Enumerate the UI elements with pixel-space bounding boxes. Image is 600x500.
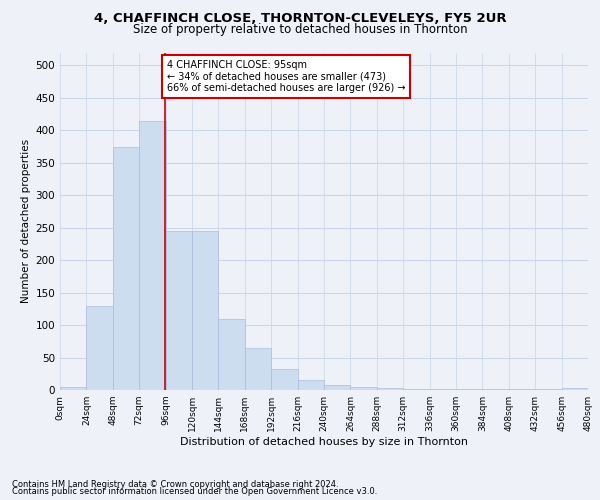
Bar: [192, 231, 218, 390]
Text: Contains HM Land Registry data © Crown copyright and database right 2024.: Contains HM Land Registry data © Crown c…: [12, 480, 338, 489]
Text: 4 CHAFFINCH CLOSE: 95sqm
← 34% of detached houses are smaller (473)
66% of semi-: 4 CHAFFINCH CLOSE: 95sqm ← 34% of detach…: [167, 60, 405, 94]
Bar: [60, 387, 86, 390]
Bar: [403, 388, 430, 390]
Bar: [166, 231, 192, 390]
Bar: [86, 306, 113, 390]
Text: Size of property relative to detached houses in Thornton: Size of property relative to detached ho…: [133, 22, 467, 36]
Text: 4, CHAFFINCH CLOSE, THORNTON-CLEVELEYS, FY5 2UR: 4, CHAFFINCH CLOSE, THORNTON-CLEVELEYS, …: [94, 12, 506, 26]
Bar: [218, 318, 245, 390]
Y-axis label: Number of detached properties: Number of detached properties: [21, 139, 31, 304]
Bar: [245, 348, 271, 390]
Bar: [298, 380, 324, 390]
Bar: [113, 146, 139, 390]
Bar: [377, 388, 403, 390]
Bar: [324, 385, 350, 390]
Text: Contains public sector information licensed under the Open Government Licence v3: Contains public sector information licen…: [12, 487, 377, 496]
Bar: [562, 388, 588, 390]
Bar: [271, 369, 298, 390]
Bar: [350, 387, 377, 390]
Bar: [430, 388, 456, 390]
X-axis label: Distribution of detached houses by size in Thornton: Distribution of detached houses by size …: [180, 437, 468, 447]
Bar: [139, 120, 166, 390]
